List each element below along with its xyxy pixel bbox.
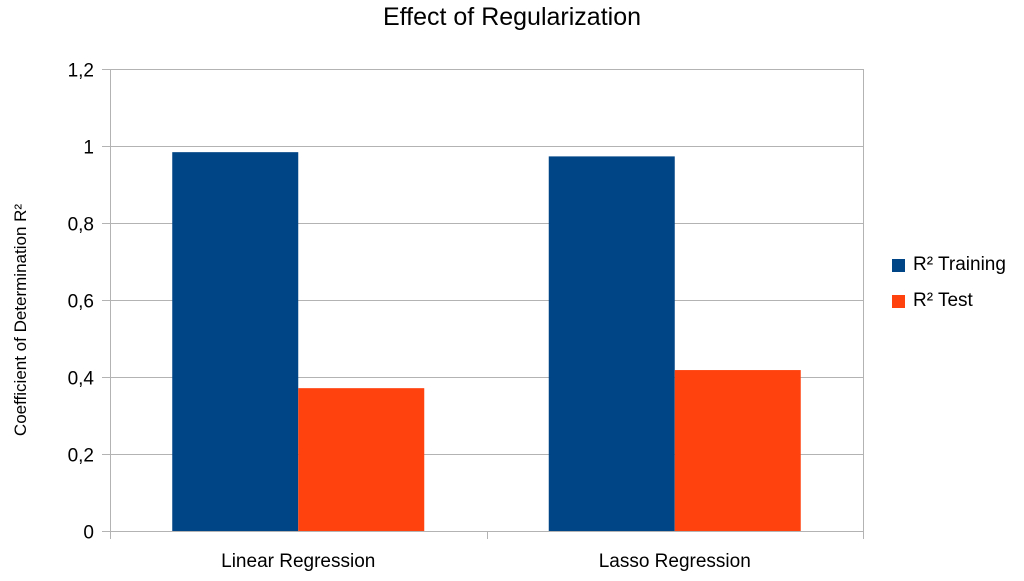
y-tick-label: 0,6 <box>68 292 94 313</box>
legend-label-test: R² Test <box>913 290 973 311</box>
legend-item-training: R² Training <box>892 247 1006 283</box>
bar-r-training-2 <box>548 156 675 531</box>
chart-title: Effect of Regularization <box>382 3 642 31</box>
legend-label-training: R² Training <box>913 254 1006 275</box>
bar-r-test-1 <box>298 388 425 531</box>
y-tick-label: 1,2 <box>68 61 94 82</box>
bars <box>172 152 801 531</box>
axes <box>102 69 864 539</box>
y-tick-label: 0,2 <box>68 446 94 467</box>
bar-r-training-1 <box>172 152 299 531</box>
legend-swatch-test <box>892 294 905 308</box>
x-category-label: Linear Regression <box>221 551 375 572</box>
y-tick-label: 1 <box>83 138 94 159</box>
y-tick-label: 0,4 <box>68 369 95 390</box>
y-tick-label: 0,8 <box>68 215 94 236</box>
axis-labels: 0 0,2 0,4 0,6 0,8 1 1,2 Linear Regression Lasso … <box>68 61 751 573</box>
y-tick-label: 0 <box>83 523 94 544</box>
x-category-label: Lasso Regression <box>599 551 751 572</box>
bar-r-test-2 <box>674 370 801 531</box>
legend-item-test: R² Test <box>892 283 1006 319</box>
legend-swatch-training <box>892 258 905 272</box>
legend: R² Training R² Test <box>892 247 1006 319</box>
y-axis-title: Coefficient of Determination R² <box>11 204 30 436</box>
